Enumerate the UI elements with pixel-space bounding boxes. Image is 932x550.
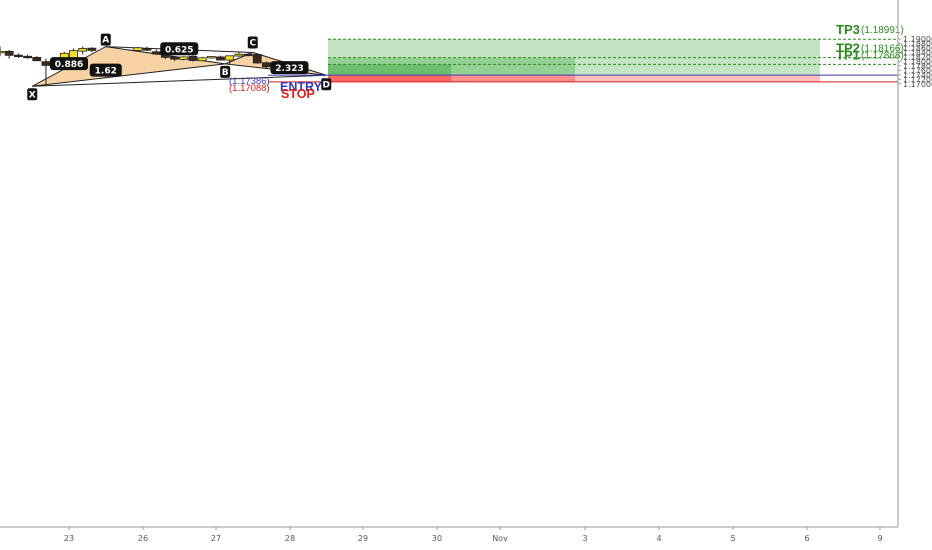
point-label-a: A: [102, 36, 109, 46]
point-badge-x: [27, 88, 38, 101]
candle-body: [41, 61, 51, 66]
candle-body: [197, 57, 207, 62]
candle-body: [206, 56, 216, 59]
ratio-badge: [50, 57, 88, 71]
x-tick-label: 4: [656, 534, 661, 543]
point-label-c: C: [249, 38, 256, 48]
y-tick-label: 1.18600: [903, 44, 932, 53]
level-value-entry: (1.17386): [229, 76, 270, 87]
y-tick-label: 1.18000: [903, 57, 932, 66]
candle-body: [216, 56, 225, 61]
level-value-stop: (1.17088): [229, 83, 270, 94]
x-tick-label: 3: [582, 534, 587, 543]
x-tick-label: 6: [804, 534, 809, 543]
y-tick-label: 1.17800: [903, 62, 932, 71]
candle-body: [142, 48, 152, 51]
point-badge-c: [247, 36, 258, 49]
candle-body: [32, 56, 42, 62]
point-label-b: B: [222, 68, 229, 78]
price-levels: TP3 (1.18991)TP2 (1.18166)TP1 (1.17868) (1.1…: [229, 22, 904, 101]
candle-body: [243, 53, 253, 57]
point-badge-a: [100, 33, 111, 46]
x-tick-label: 30: [432, 534, 442, 543]
x-tick-label: Nov: [492, 534, 508, 543]
candle-body: [234, 53, 244, 57]
ratio-label: 0.625: [165, 45, 193, 55]
pattern-labels: X A B C D 0.625 0.886 2.323 1.62: [27, 33, 332, 101]
candle-body: [133, 47, 143, 51]
x-tick-label: 28: [285, 534, 295, 543]
candle-body: [188, 55, 198, 61]
level-label-tp1: TP1: [836, 47, 860, 62]
level-value-tp1: (1.17868): [861, 50, 904, 61]
point-badge-d: [321, 78, 332, 91]
candle-body: [0, 50, 5, 54]
pattern-line-xd: [32, 74, 327, 87]
loss-zone-1: [328, 75, 451, 82]
level-label-tp2: TP2: [836, 41, 860, 56]
y-tick-label: 1.18200: [903, 53, 932, 62]
x-tick-label: 23: [64, 534, 74, 543]
y-tick-label: 1.18400: [903, 48, 932, 57]
x-tick-label: 5: [730, 534, 735, 543]
candle-body: [13, 54, 23, 58]
position-zones: [328, 39, 820, 82]
candle-body: [225, 55, 235, 61]
level-label-tp3: TP3: [836, 22, 860, 37]
ratio-badge: [89, 63, 122, 77]
profit-zone-tp1: [328, 64, 451, 76]
x-tick-label: 27: [211, 534, 221, 543]
candle-body: [4, 50, 14, 56]
y-tick-label: 1.18800: [903, 39, 932, 48]
point-label-d: D: [323, 80, 330, 90]
y-tick-label: 1.17000: [903, 80, 932, 89]
candle-body: [252, 54, 262, 64]
candle-body: [87, 47, 97, 51]
ratio-label: 0.886: [55, 60, 83, 70]
loss-zone-2: [451, 75, 575, 82]
x-tick-label: 26: [138, 534, 148, 543]
x-tick-label: 9: [877, 534, 882, 543]
loss-zone-3: [575, 75, 820, 82]
y-tick-label: 1.17400: [903, 71, 932, 80]
level-value-tp2: (1.18166): [861, 44, 904, 55]
x-tick-label: 29: [358, 534, 368, 543]
y-tick-label: 1.17200: [903, 75, 932, 84]
y-tick-label: 1.17600: [903, 66, 932, 75]
ratio-badge: [270, 61, 309, 75]
ratio-label: 2.323: [275, 64, 303, 74]
point-label-x: X: [29, 90, 36, 100]
candle-body: [179, 56, 189, 60]
level-label-entry: ENTRY: [280, 80, 323, 94]
level-value-tp3: (1.18991): [861, 25, 904, 36]
candle-body: [170, 56, 179, 60]
level-label-stop: STOP: [281, 87, 315, 101]
y-tick-label: 1.19000: [903, 35, 932, 44]
ratio-badge: [160, 42, 199, 56]
candle-body: [262, 62, 271, 68]
point-badge-b: [220, 65, 231, 78]
candle-body: [151, 51, 161, 55]
candle-body: [23, 55, 32, 59]
candle-body: [78, 48, 88, 52]
ratio-label: 1.62: [95, 67, 117, 77]
